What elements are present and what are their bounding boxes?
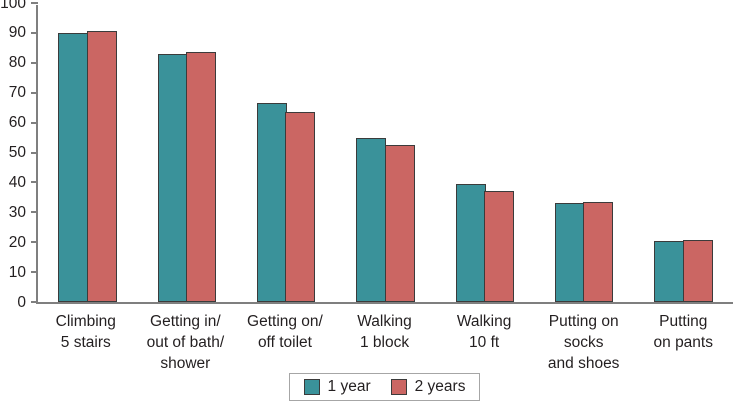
bar-1-year bbox=[455, 183, 486, 302]
y-axis-tick bbox=[31, 121, 38, 124]
bar-1-year bbox=[58, 32, 89, 302]
bar-2-years bbox=[583, 201, 614, 302]
bar-group bbox=[634, 240, 733, 302]
bar-group bbox=[38, 31, 137, 302]
y-axis-tick bbox=[31, 211, 38, 214]
bar-group bbox=[237, 103, 336, 302]
x-axis-labels: Climbing 5 stairs Getting in/ out of bath… bbox=[36, 311, 733, 374]
bars-container bbox=[38, 5, 733, 302]
y-axis-tick bbox=[31, 301, 38, 303]
y-axis-tick bbox=[31, 181, 38, 184]
legend-swatch-icon bbox=[303, 379, 320, 395]
x-axis-category-label: Getting on/ off toilet bbox=[247, 313, 323, 351]
y-axis-tick-label: 30 bbox=[8, 203, 26, 221]
x-axis-category-label: Putting on socks and shoes bbox=[547, 313, 620, 372]
y-axis-tick-label: 90 bbox=[8, 24, 26, 42]
bar-group bbox=[336, 137, 435, 302]
bar-1-year bbox=[356, 137, 387, 302]
bar-1-year bbox=[157, 53, 188, 302]
x-axis-category-label: Putting on pants bbox=[653, 313, 713, 351]
bar-2-years bbox=[86, 31, 117, 302]
y-axis-tick bbox=[31, 271, 38, 274]
y-axis-tick bbox=[31, 91, 38, 94]
y-axis-tick-label: 40 bbox=[8, 173, 26, 191]
bar-group bbox=[534, 201, 633, 302]
y-axis-tick bbox=[31, 151, 38, 154]
bar-group bbox=[137, 51, 236, 302]
bar-1-year bbox=[554, 203, 585, 302]
bar-1-year bbox=[256, 103, 287, 302]
bar-2-years bbox=[384, 145, 415, 302]
y-axis-tick-label: 0 bbox=[17, 293, 26, 311]
y-axis-tick-label: 10 bbox=[8, 263, 26, 281]
legend-box: 1 year 2 years bbox=[288, 373, 481, 401]
y-axis-tick-label: 50 bbox=[8, 143, 26, 161]
bar-1-year bbox=[654, 241, 685, 302]
legend-item: 1 year bbox=[303, 378, 371, 396]
legend-label: 2 years bbox=[414, 378, 466, 396]
y-axis-tick-label: 70 bbox=[8, 83, 26, 101]
bar-2-years bbox=[682, 240, 713, 302]
bar-group bbox=[435, 183, 534, 302]
bar-2-years bbox=[285, 112, 316, 302]
bar-2-years bbox=[484, 191, 515, 302]
bar-2-years bbox=[186, 51, 217, 302]
legend: 1 year 2 years bbox=[36, 373, 733, 401]
y-axis-tick bbox=[31, 241, 38, 244]
x-axis-category-label: Walking 10 ft bbox=[456, 313, 512, 351]
y-axis-tick-label: 80 bbox=[8, 54, 26, 72]
legend-label: 1 year bbox=[327, 378, 371, 396]
legend-item: 2 years bbox=[390, 378, 466, 396]
x-axis-category-label: Getting in/ out of bath/ shower bbox=[146, 313, 225, 372]
x-axis-category-label: Climbing 5 stairs bbox=[55, 313, 116, 351]
y-axis-tick-label: 60 bbox=[8, 113, 26, 131]
y-axis-tick bbox=[31, 2, 38, 4]
y-axis-tick-label: 100 bbox=[0, 0, 26, 12]
legend-swatch-icon bbox=[390, 379, 407, 395]
x-axis-category-label: Walking 1 block bbox=[357, 313, 412, 351]
plot-area: 0 10 20 30 40 50 60 70 80 90 100 bbox=[0, 0, 733, 309]
y-axis-tick-label: 20 bbox=[8, 233, 26, 251]
y-axis-tick bbox=[31, 61, 38, 64]
y-axis-tick bbox=[31, 31, 38, 34]
